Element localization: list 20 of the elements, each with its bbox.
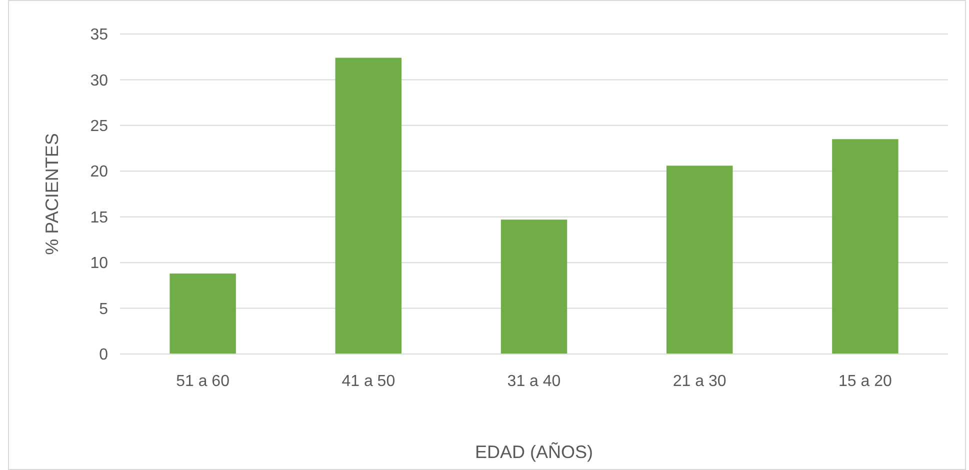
y-tick-label: 35 xyxy=(90,26,108,44)
x-axis-title: EDAD (AÑOS) xyxy=(474,442,594,462)
bar xyxy=(335,58,402,354)
x-tick-label: 41 a 50 xyxy=(342,373,396,390)
bar xyxy=(500,220,568,354)
y-tick-label: 20 xyxy=(90,164,108,181)
y-tick-label: 10 xyxy=(90,255,108,272)
y-tick-label: 25 xyxy=(90,118,108,136)
x-tick-label: 31 a 40 xyxy=(507,373,561,390)
y-axis-title: % PACIENTES xyxy=(42,133,62,255)
bar xyxy=(832,139,898,354)
y-tick-label: 15 xyxy=(90,209,108,226)
x-tick-label: 21 a 30 xyxy=(672,373,726,390)
x-tick-label: 51 a 60 xyxy=(176,373,230,390)
y-tick-label: 5 xyxy=(99,300,108,318)
y-tick-label: 30 xyxy=(90,72,108,90)
y-tick-label: 0 xyxy=(99,346,108,364)
x-tick-label: 15 a 20 xyxy=(838,373,892,390)
bar xyxy=(666,166,733,354)
bar xyxy=(170,274,236,354)
